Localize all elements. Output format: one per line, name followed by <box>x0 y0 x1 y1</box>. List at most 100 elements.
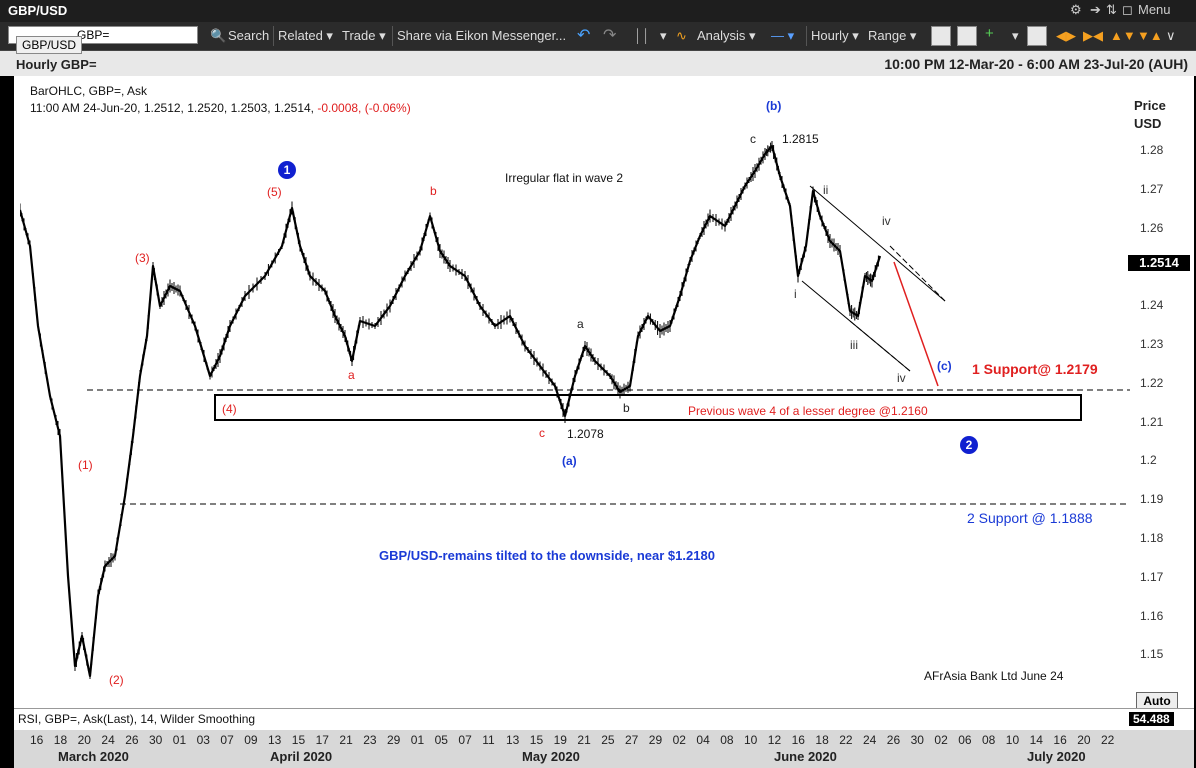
roman-ii-label: ii <box>823 183 829 197</box>
time-axis-day: 30 <box>910 733 924 747</box>
chart-title: Hourly GBP= <box>16 57 97 72</box>
time-axis-day: 29 <box>387 733 401 747</box>
ric-tooltip: GBP/USD <box>16 36 83 54</box>
wave-b-blue-label: (b) <box>766 99 782 113</box>
price-axis-title: Price <box>1134 98 1166 113</box>
redo-icon[interactable]: ↷ <box>603 27 617 44</box>
time-axis-day: 26 <box>886 733 901 747</box>
legend-change: -0.0008, (-0.06%) <box>317 101 411 115</box>
time-axis-day: 06 <box>958 733 972 747</box>
rsi-label: RSI, GBP=, Ask(Last), 14, Wilder Smoothi… <box>18 712 256 726</box>
share-eikon-button[interactable]: Share via Eikon Messenger... <box>397 28 567 43</box>
wave-c-blue-label: (c) <box>937 359 952 373</box>
pin-icon[interactable]: ➔ <box>1090 2 1101 17</box>
range-menu[interactable]: Range ▾ <box>868 28 917 43</box>
time-axis-day: 15 <box>291 733 306 747</box>
time-axis-day: 16 <box>791 733 805 747</box>
overlay-icon[interactable] <box>957 26 977 46</box>
time-axis-day: 15 <box>529 733 544 747</box>
channel-lower-ext <box>849 320 911 372</box>
time-axis-day: 13 <box>506 733 520 747</box>
dropdown-icon[interactable]: ▾ <box>1012 28 1019 43</box>
time-axis-day: 02 <box>934 733 948 747</box>
time-axis-day: 20 <box>1077 733 1091 747</box>
time-axis-day: 09 <box>244 733 258 747</box>
wave-2-label: (2) <box>109 673 124 687</box>
current-price-badge: 1.2514 <box>1128 255 1190 271</box>
time-axis-day: 07 <box>458 733 472 747</box>
time-axis-day: 17 <box>315 733 329 747</box>
time-axis-day: 05 <box>434 733 448 747</box>
time-axis-day: 08 <box>720 733 734 747</box>
wave-3-label: (3) <box>135 251 150 265</box>
time-axis-day: 27 <box>625 733 639 747</box>
rsi-panel[interactable]: RSI, GBP=, Ask(Last), 14, Wilder Smoothi… <box>14 708 1194 731</box>
wave-a-black-label: a <box>577 317 584 331</box>
price-chart[interactable] <box>20 76 1131 692</box>
time-axis-day: 20 <box>77 733 91 747</box>
zoom-y-icon[interactable]: ▲▼ <box>1110 28 1136 43</box>
chart-type-icon[interactable] <box>931 26 951 46</box>
low-price-label: 1.2078 <box>567 427 604 441</box>
wave-4-label: (4) <box>222 402 237 416</box>
time-axis-day: 22 <box>839 733 853 747</box>
fx-icon[interactable]: ⚙ <box>1070 2 1082 17</box>
price-tick-label: 1.17 <box>1140 569 1164 584</box>
time-axis-day: 25 <box>601 733 615 747</box>
price-tick-label: 1.22 <box>1140 375 1164 390</box>
time-axis-day: 23 <box>363 733 377 747</box>
high-price-label: 1.2815 <box>782 132 819 146</box>
add-study-icon[interactable]: + <box>985 25 994 42</box>
undo-icon[interactable]: ↶ <box>577 27 591 44</box>
time-axis-day: 04 <box>696 733 710 747</box>
time-axis-month: June 2020 <box>774 749 837 764</box>
restore-icon[interactable]: ◻ <box>1122 2 1133 17</box>
price-tick-label: 1.2 <box>1140 453 1157 468</box>
crosshair-icon[interactable]: ││ <box>634 28 651 43</box>
analysis-icon[interactable]: ∿ <box>676 28 687 43</box>
time-axis-day: 30 <box>149 733 163 747</box>
dropdown-icon[interactable]: ▾ <box>660 28 667 43</box>
analysis-menu[interactable]: Analysis ▾ <box>697 28 756 43</box>
table-icon[interactable] <box>1027 26 1047 46</box>
expand-icon[interactable]: ∨ <box>1166 28 1176 43</box>
window-title: GBP/USD <box>8 3 68 18</box>
price-tick-label: 1.26 <box>1140 220 1164 235</box>
legend-ohlc: 11:00 AM 24-Jun-20, 1.2512, 1.2520, 1.25… <box>30 101 314 115</box>
wave-c-red-label: c <box>539 426 545 440</box>
line-style-icon[interactable]: — ▾ <box>771 28 795 43</box>
wave-b-red-label: b <box>430 184 437 198</box>
time-axis-day: 18 <box>815 733 829 747</box>
trade-menu[interactable]: Trade ▾ <box>342 28 386 43</box>
time-axis-day: 03 <box>196 733 210 747</box>
headline: GBP/USD-remains tilted to the downside, … <box>379 548 715 563</box>
wave-c-black-label: c <box>750 132 756 146</box>
menu-button[interactable]: Menu <box>1138 2 1171 17</box>
projection-line <box>893 261 939 387</box>
link-icon[interactable]: ⇅ <box>1106 2 1117 17</box>
price-axis-unit: USD <box>1134 116 1162 131</box>
price-axis[interactable]: Price USD 1.281.271.261.251.241.231.221.… <box>1128 76 1190 710</box>
time-axis-day: 26 <box>125 733 139 747</box>
zoom-x-icon[interactable]: ▶◀ <box>1083 28 1103 43</box>
time-axis-day: 16 <box>1053 733 1067 747</box>
time-axis-day: 12 <box>767 733 782 747</box>
wave-a-red-label: a <box>348 368 355 382</box>
time-axis-day: 02 <box>672 733 686 747</box>
interval-menu[interactable]: Hourly ▾ <box>811 28 859 43</box>
time-axis-month: May 2020 <box>522 749 580 764</box>
time-axis-day: 24 <box>863 733 877 747</box>
time-axis-day: 14 <box>1029 733 1043 747</box>
wave-count-1-badge: 1 <box>278 161 296 179</box>
time-axis[interactable]: 16 18 20 24 26 30 01 03 07 09 13 15 17 21 23 29 01 05 07 11… <box>14 730 1194 768</box>
fit-y-icon[interactable]: ▼▲ <box>1137 28 1163 43</box>
related-menu[interactable]: Related ▾ <box>278 28 333 43</box>
search-button[interactable]: Search <box>228 28 270 43</box>
date-range: 10:00 PM 12-Mar-20 - 6:00 AM 23-Jul-20 (… <box>884 56 1188 72</box>
wave-a-blue-label: (a) <box>562 454 577 468</box>
time-axis-day: 19 <box>553 733 567 747</box>
channel-upper-ext <box>889 245 946 302</box>
scroll-left-icon[interactable]: ◀▶ <box>1056 28 1076 43</box>
time-axis-day: 01 <box>410 733 425 747</box>
search-icon[interactable]: 🔍 <box>210 28 227 43</box>
